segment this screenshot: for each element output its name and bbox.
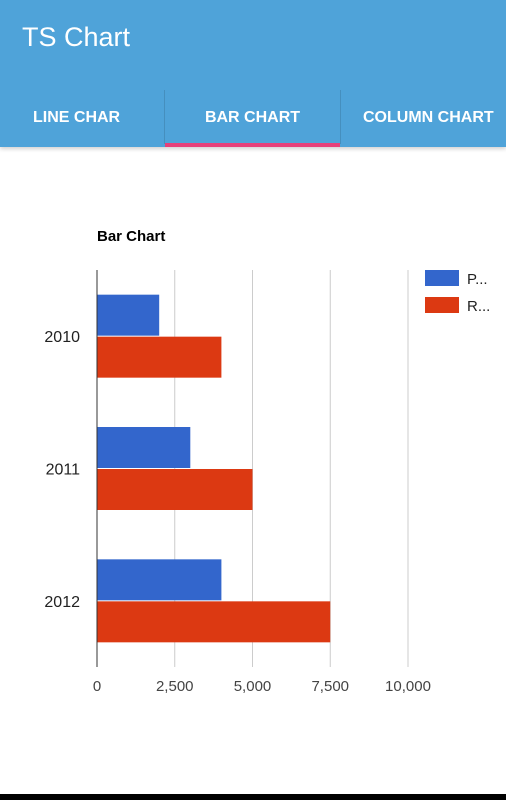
system-bottom-bar <box>0 794 506 800</box>
tab-divider <box>164 90 165 144</box>
bar-2012-series-2 <box>97 601 331 643</box>
tab-bar-chart-label: BAR CHART <box>204 108 301 126</box>
legend-swatch <box>425 270 459 286</box>
x-tick-label: 10,000 <box>385 678 431 695</box>
legend-label: P... <box>467 271 488 288</box>
tab-line-chart[interactable]: LINE CHAR <box>0 88 164 147</box>
bar-chart: Bar Chart 2010 2011 2012 0 2,500 5,000 7,500 10,… <box>44 228 490 695</box>
tab-bar-chart[interactable]: BAR CHART <box>165 88 340 147</box>
bar-2010-series-2 <box>97 336 222 378</box>
bar-2011-series-1 <box>97 427 191 468</box>
y-tick-label: 2011 <box>46 462 81 479</box>
legend-swatch <box>425 297 459 313</box>
bar-2012-series-1 <box>97 559 222 601</box>
tab-divider <box>340 90 341 144</box>
y-tick-label: 2010 <box>44 329 80 346</box>
legend-label: R... <box>467 298 490 315</box>
x-tick-label: 5,000 <box>234 678 272 695</box>
chart-title: Bar Chart <box>97 228 165 245</box>
tab-column-chart-label: COLUMN CHART <box>363 108 494 126</box>
tab-selected-indicator <box>165 143 340 147</box>
x-tick-label: 2,500 <box>156 678 194 695</box>
x-tick-label: 0 <box>93 678 101 695</box>
bar-2010-series-1 <box>97 294 160 336</box>
tab-line-chart-label: LINE CHAR <box>33 108 121 126</box>
bar-2011-series-2 <box>97 469 253 510</box>
y-tick-label: 2012 <box>44 594 80 611</box>
app-title: TS Chart <box>22 22 131 52</box>
x-tick-label: 7,500 <box>311 678 349 695</box>
app-bar: TS Chart LINE CHAR BAR CHART COLUMN CHAR… <box>0 0 506 147</box>
tab-column-chart[interactable]: COLUMN CHART <box>341 88 506 147</box>
